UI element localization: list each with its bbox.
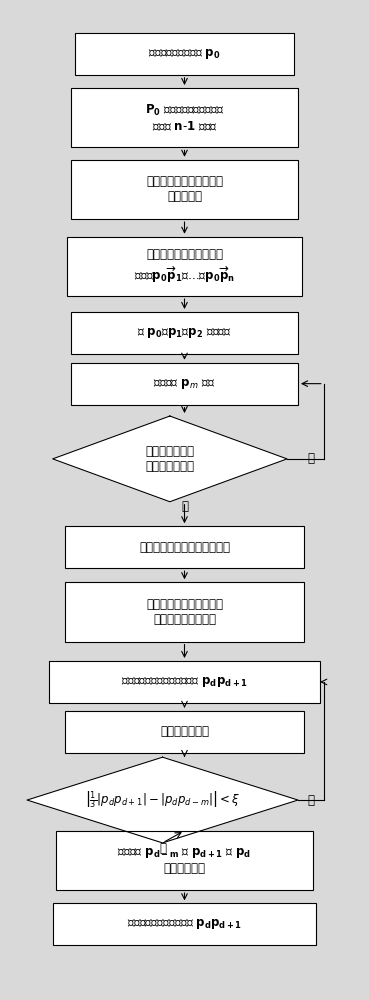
FancyBboxPatch shape [71,312,298,354]
FancyBboxPatch shape [53,903,316,945]
FancyBboxPatch shape [75,33,294,75]
Text: 判断栈顶的点是
否满足左转条件: 判断栈顶的点是 否满足左转条件 [145,445,194,473]
FancyBboxPatch shape [65,526,304,568]
FancyBboxPatch shape [56,831,313,890]
Text: 取下一点 $\mathbf{p}_m$ 入栈: 取下一点 $\mathbf{p}_m$ 入栈 [154,377,215,391]
FancyBboxPatch shape [71,88,298,147]
FancyBboxPatch shape [71,363,298,405]
Text: 根据线段长度及位置找到线段 $\mathbf{p_dp_{d+1}}$: 根据线段长度及位置找到线段 $\mathbf{p_dp_{d+1}}$ [121,675,248,689]
FancyBboxPatch shape [65,711,304,753]
Text: 将堆栈里的点顺序连接成线段: 将堆栈里的点顺序连接成线段 [139,541,230,554]
Text: 取横坐标最小的点为 $\mathbf{p_0}$: 取横坐标最小的点为 $\mathbf{p_0}$ [148,47,221,61]
Text: 以夹角由小到大的顺序标
记向量$\overrightarrow{\mathbf{p_0p_1}}$，…，$\overrightarrow{\mathbf{p_0: 以夹角由小到大的顺序标 记向量$\overrightarrow{\mathbf{… [134,248,235,285]
Text: 计算经过 $\mathbf{p_{d-m}}$ 及 $\mathbf{p_{d+1}}$ 和 $\mathbf{p_d}$
三点的抛物线: 计算经过 $\mathbf{p_{d-m}}$ 及 $\mathbf{p_{d+… [117,846,252,875]
Polygon shape [53,416,287,502]
Text: 是: 是 [181,500,188,513]
Text: 取 $\mathbf{p_0}$，$\mathbf{p_1}$，$\mathbf{p_2}$ 三点入栈: 取 $\mathbf{p_0}$，$\mathbf{p_1}$，$\mathbf… [137,326,232,340]
Text: 是: 是 [159,842,166,855]
FancyBboxPatch shape [49,661,320,703]
FancyBboxPatch shape [71,160,298,219]
Text: $\left|\frac{1}{3}|p_dp_{d+1}|-|p_dp_{d-m}|\right| < \xi$: $\left|\frac{1}{3}|p_dp_{d+1}|-|p_dp_{d-… [85,789,240,811]
Text: $\mathbf{P_0}$ 与点集内所有点进行连
接得到 $\mathbf{n}$-$\mathbf{1}$ 个向量: $\mathbf{P_0}$ 与点集内所有点进行连 接得到 $\mathbf{n… [145,102,224,133]
Text: 否: 否 [307,794,314,807]
Text: 计算每个向量与竖直向下
方向的夹角: 计算每个向量与竖直向下 方向的夹角 [146,175,223,203]
Polygon shape [27,757,298,843]
Text: 以此抛物线替换原有线段 $\mathbf{p_dp_{d+1}}$: 以此抛物线替换原有线段 $\mathbf{p_dp_{d+1}}$ [127,917,242,931]
FancyBboxPatch shape [67,237,302,296]
Text: 循环取栈内的点: 循环取栈内的点 [160,725,209,738]
Text: 否: 否 [307,452,314,465]
FancyBboxPatch shape [65,582,304,642]
Text: 对栈中相邻两点的线段长
度进行由大到小排序: 对栈中相邻两点的线段长 度进行由大到小排序 [146,598,223,626]
